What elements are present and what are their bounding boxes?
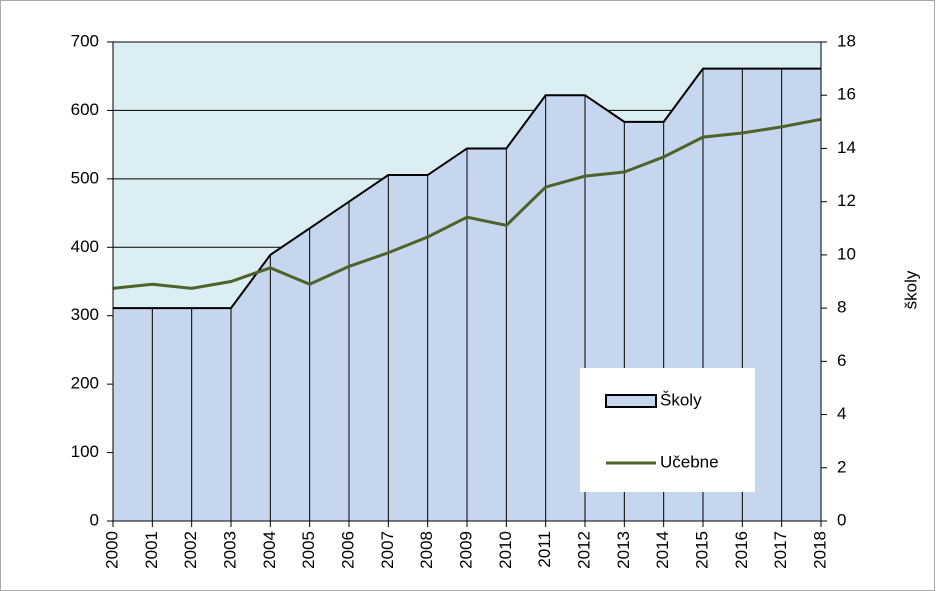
x-tick-label: 2009	[456, 531, 475, 569]
y-tick-label: 300	[71, 305, 99, 324]
legend-label: Učebne	[660, 452, 719, 471]
y2-tick-label: 4	[837, 404, 846, 423]
y-tick-label: 500	[71, 168, 99, 187]
x-tick-label: 2010	[496, 531, 515, 569]
x-tick-label: 2017	[771, 531, 790, 569]
x-tick-label: 2011	[535, 531, 554, 568]
legend-swatch	[605, 394, 657, 408]
y2-tick-label: 16	[837, 85, 856, 104]
y2-tick-label: 18	[837, 31, 856, 50]
y2-tick-label: 14	[837, 138, 856, 157]
y2-tick-label: 8	[837, 298, 846, 317]
area-outline	[113, 67, 821, 310]
x-tick-label: 2007	[378, 531, 397, 569]
y2-tick-label: 12	[837, 191, 856, 210]
y-tick-label: 700	[71, 31, 99, 50]
y2-tick-label: 2	[837, 457, 846, 476]
y-tick-label: 0	[90, 510, 99, 529]
x-tick-label: 2005	[299, 531, 318, 569]
x-tick-label: 2014	[653, 531, 672, 569]
line	[112, 117, 822, 290]
y2-tick-label: 10	[837, 244, 856, 263]
y2-tick-label: 0	[837, 510, 846, 529]
x-tick-label: 2003	[220, 531, 239, 569]
x-tick-label: 2015	[692, 531, 711, 569]
y2-axis-label: školy	[901, 270, 920, 309]
x-tick-label: 2012	[574, 531, 593, 569]
y-tick-label: 200	[71, 374, 99, 393]
x-tick-label: 2000	[102, 531, 121, 569]
legend-box	[580, 368, 755, 492]
x-tick-label: 2002	[181, 531, 200, 569]
x-tick-label: 2006	[338, 531, 357, 569]
y2-tick-label: 6	[837, 351, 846, 370]
x-tick-label: 2004	[260, 531, 279, 569]
y-tick-label: 400	[71, 237, 99, 256]
legend-label: Školy	[660, 390, 702, 409]
y-tick-label: 600	[71, 100, 99, 119]
x-tick-label: 2018	[810, 531, 829, 569]
x-tick-label: 2008	[417, 531, 436, 569]
y-tick-label: 100	[71, 442, 99, 461]
x-tick-label: 2013	[614, 531, 633, 569]
x-tick-label: 2001	[142, 531, 161, 569]
x-tick-label: 2016	[732, 531, 751, 569]
